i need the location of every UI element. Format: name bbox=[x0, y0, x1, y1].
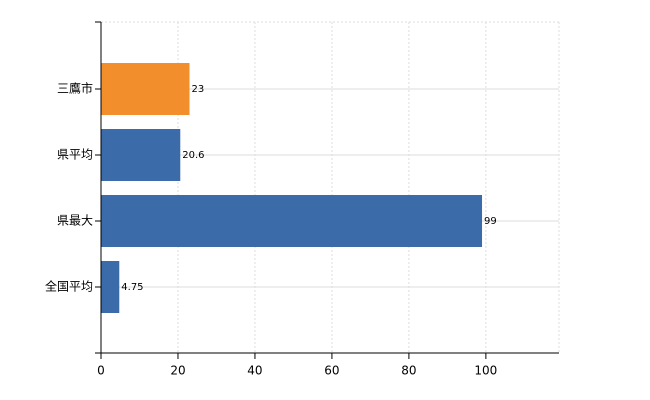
x-tick-label: 40 bbox=[247, 364, 262, 378]
bar bbox=[101, 63, 190, 115]
x-tick-label: 80 bbox=[401, 364, 416, 378]
x-tick-label: 100 bbox=[474, 364, 497, 378]
y-tick-label: 県平均 bbox=[57, 148, 93, 162]
x-tick-label: 20 bbox=[170, 364, 185, 378]
y-tick-label: 全国平均 bbox=[45, 279, 93, 294]
y-tick-label: 県最大 bbox=[57, 214, 93, 228]
x-tick-label: 60 bbox=[324, 364, 339, 378]
value-label: 99 bbox=[484, 216, 497, 227]
bar bbox=[101, 129, 181, 181]
value-label: 23 bbox=[192, 84, 205, 95]
value-label: 4.75 bbox=[121, 282, 143, 293]
value-label: 20.6 bbox=[182, 150, 204, 161]
x-tick-label: 0 bbox=[97, 364, 105, 378]
bar bbox=[101, 195, 483, 247]
y-tick-label: 三鷹市 bbox=[57, 81, 93, 96]
bar bbox=[101, 261, 120, 313]
